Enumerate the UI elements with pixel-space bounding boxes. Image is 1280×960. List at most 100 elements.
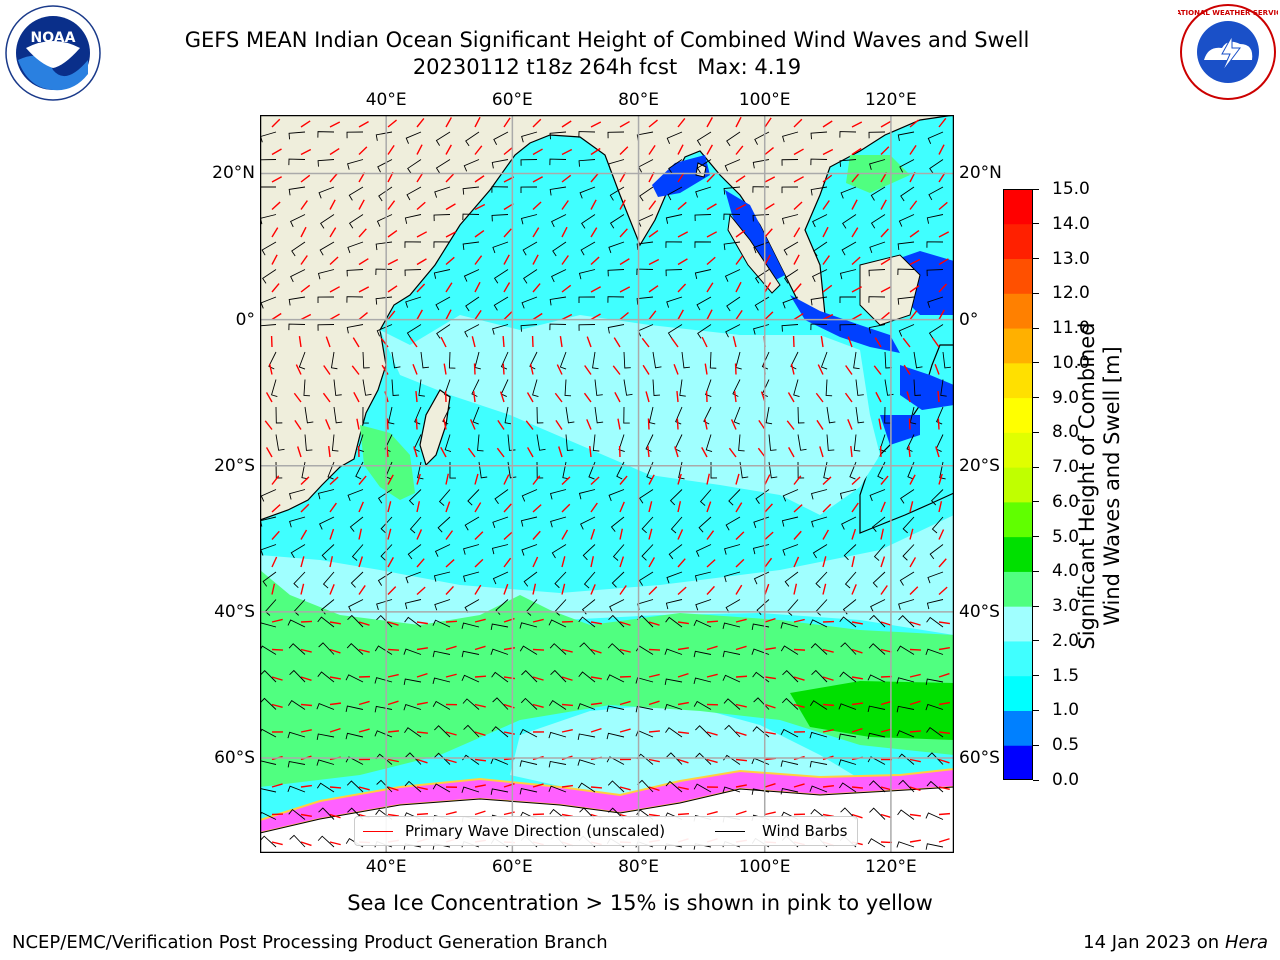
wave-direction-arrow bbox=[851, 676, 863, 680]
wind-barb bbox=[635, 645, 654, 655]
wave-direction-arrow bbox=[532, 676, 544, 681]
wind-barb bbox=[321, 544, 335, 561]
wind-barb bbox=[855, 379, 864, 396]
wind-barb bbox=[319, 241, 335, 256]
wind-barb bbox=[931, 516, 944, 534]
wave-direction-arrow bbox=[648, 119, 658, 128]
wave-direction-arrow bbox=[474, 584, 482, 595]
wind-barb bbox=[552, 241, 567, 257]
wave-direction-arrow bbox=[880, 585, 888, 595]
colorbar-tick-mark bbox=[1033, 501, 1039, 503]
wave-direction-arrow bbox=[851, 199, 858, 210]
wind-barb bbox=[838, 703, 857, 710]
wave-direction-arrow bbox=[300, 620, 313, 623]
colorbar-segment bbox=[1003, 745, 1033, 780]
wind-barb bbox=[347, 159, 364, 170]
wave-direction-arrow bbox=[532, 201, 542, 211]
wave-direction-arrow bbox=[329, 476, 339, 486]
wind-barb bbox=[839, 782, 857, 793]
wind-barb bbox=[316, 782, 335, 793]
wind-barb bbox=[464, 599, 480, 613]
wind-barb bbox=[490, 623, 509, 631]
chart-subtitle: 20230112 t18z 264h fcst Max: 4.19 bbox=[412, 55, 802, 79]
wave-direction-arrow bbox=[590, 173, 599, 183]
wave-direction-arrow bbox=[561, 583, 566, 595]
wind-barb bbox=[377, 489, 393, 504]
wave-direction-arrow bbox=[822, 148, 834, 156]
wave-direction-arrow bbox=[329, 648, 341, 654]
wind-barb bbox=[491, 726, 509, 738]
wave-direction-arrow bbox=[387, 501, 392, 513]
wind-barb bbox=[665, 214, 683, 224]
wind-barb bbox=[896, 677, 915, 684]
wave-direction-arrow bbox=[787, 392, 795, 403]
wave-direction-arrow bbox=[648, 200, 657, 210]
colorbar-label: Significant Height of Combined Wind Wave… bbox=[1075, 276, 1125, 696]
wave-direction-arrow bbox=[300, 120, 311, 128]
wind-barb bbox=[318, 807, 335, 820]
wind-barb bbox=[710, 461, 718, 479]
wave-direction-arrow bbox=[387, 258, 399, 266]
wind-barb bbox=[809, 700, 828, 710]
wave-direction-arrow bbox=[706, 282, 714, 293]
wave-direction-arrow bbox=[532, 648, 545, 651]
wave-direction-arrow bbox=[757, 447, 766, 458]
wave-direction-arrow bbox=[583, 392, 592, 403]
wind-barb bbox=[898, 324, 915, 337]
wave-direction-arrow bbox=[590, 286, 601, 293]
wave-direction-arrow bbox=[416, 586, 426, 596]
wind-barb bbox=[565, 406, 575, 424]
wave-direction-arrow bbox=[677, 701, 689, 706]
wave-direction-arrow bbox=[937, 390, 940, 403]
wave-direction-arrow bbox=[706, 585, 715, 595]
wave-direction-arrow bbox=[387, 119, 397, 128]
wind-barb bbox=[490, 788, 509, 795]
wave-direction-arrow bbox=[938, 172, 946, 183]
wind-barb bbox=[820, 351, 828, 370]
wind-barb bbox=[853, 351, 860, 370]
wind-barb bbox=[884, 351, 892, 369]
colorbar-tick-mark bbox=[1033, 640, 1039, 642]
wave-direction-arrow bbox=[909, 813, 921, 817]
wave-direction-arrow bbox=[619, 700, 631, 706]
wave-direction-arrow bbox=[880, 475, 889, 485]
wave-direction-arrow bbox=[764, 676, 776, 680]
wave-direction-arrow bbox=[648, 310, 657, 320]
wave-direction-arrow bbox=[706, 620, 719, 623]
wave-direction-arrow bbox=[619, 556, 625, 568]
wave-direction-arrow bbox=[648, 229, 659, 238]
wind-barb bbox=[635, 677, 654, 684]
wind-barb bbox=[811, 669, 828, 683]
colorbar-tick-label: 5.0 bbox=[1052, 526, 1080, 547]
colorbar-segment bbox=[1003, 362, 1033, 399]
wind-barb bbox=[840, 186, 857, 199]
colorbar-tick-mark bbox=[1033, 536, 1039, 538]
wave-direction-arrow bbox=[786, 420, 795, 430]
wave-direction-arrow bbox=[445, 645, 457, 651]
wind-barb bbox=[465, 296, 480, 312]
wind-barb bbox=[797, 434, 807, 451]
wind-barb bbox=[433, 241, 451, 248]
wind-barb bbox=[723, 213, 741, 221]
wave-direction-arrow bbox=[561, 255, 569, 265]
wind-barb bbox=[521, 489, 538, 502]
lon-tick-top: 100°E bbox=[738, 90, 791, 110]
map-gridlines bbox=[260, 115, 954, 853]
zone-4-5m bbox=[790, 681, 954, 740]
wave-direction-arrow bbox=[845, 365, 853, 375]
wave-direction-arrow bbox=[788, 447, 795, 458]
wind-barb bbox=[752, 214, 770, 222]
wave-direction-arrow bbox=[386, 445, 389, 458]
wind-barb bbox=[623, 406, 630, 424]
wave-direction-arrow bbox=[561, 729, 573, 733]
wind-barb bbox=[665, 780, 683, 793]
wave-direction-arrow bbox=[648, 673, 660, 678]
wave-direction-arrow bbox=[880, 648, 892, 653]
wave-direction-arrow bbox=[386, 418, 389, 430]
wind-barb bbox=[565, 434, 574, 451]
wave-direction-arrow bbox=[271, 530, 280, 540]
wave-direction-arrow bbox=[706, 530, 715, 540]
wave-direction-arrow bbox=[532, 227, 540, 238]
wave-direction-arrow bbox=[764, 474, 771, 485]
wind-barb bbox=[490, 648, 509, 655]
